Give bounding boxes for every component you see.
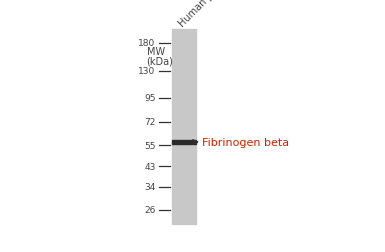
Text: Fibrinogen beta: Fibrinogen beta [202, 137, 289, 147]
Text: 55: 55 [144, 141, 156, 150]
Text: MW: MW [147, 46, 165, 56]
Text: 34: 34 [144, 182, 156, 191]
Text: 26: 26 [144, 205, 156, 214]
Bar [172, 30, 196, 224]
Bar [172, 141, 196, 144]
Text: (kDa): (kDa) [147, 56, 174, 66]
Text: 130: 130 [138, 67, 156, 76]
Text: 95: 95 [144, 94, 156, 103]
Text: Human plasma: Human plasma [177, 0, 236, 28]
Text: 43: 43 [144, 162, 156, 171]
Text: 72: 72 [144, 118, 156, 127]
Text: 180: 180 [138, 39, 156, 48]
